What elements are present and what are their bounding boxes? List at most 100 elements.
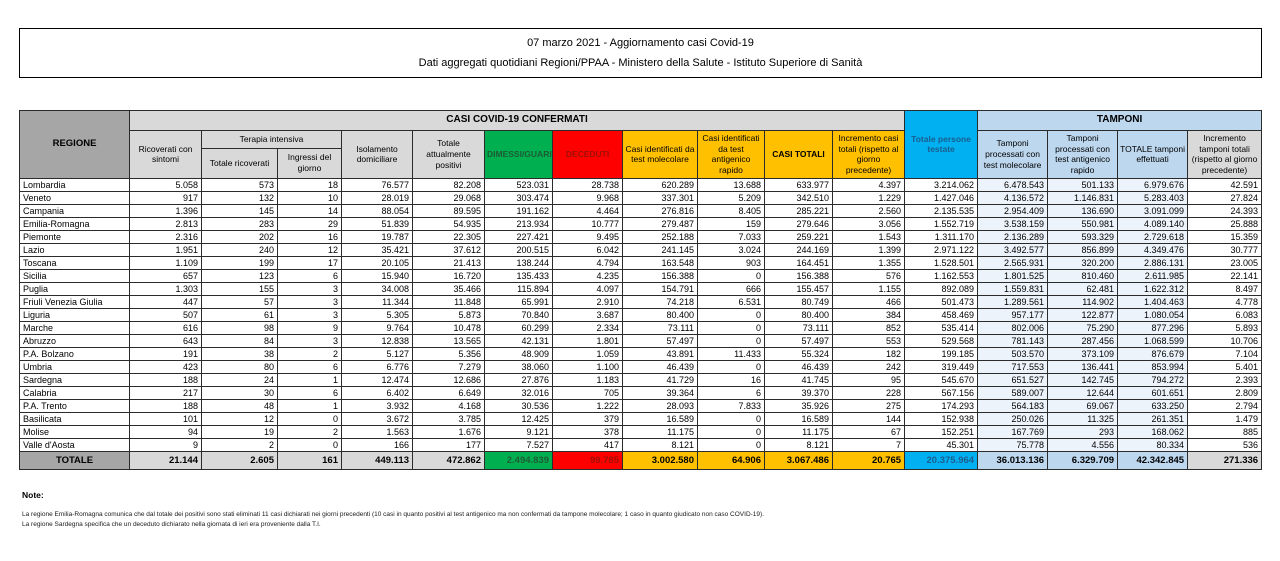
table-row: Friuli Venezia Giulia 447 57 3 11.344 11.848 6… (19, 294, 1263, 309)
cell-ricoverati_con_sintomi: 507 (129, 307, 202, 322)
cell-dimessi_guariti: 9.121 (484, 424, 553, 439)
cell-totale_attualmente_positivi: 54.935 (412, 216, 485, 231)
cell-terapia_ingressi_del_giorno: 3 (277, 294, 342, 309)
cell-ricoverati_con_sintomi: 21.144 (129, 450, 202, 470)
cell-incremento_casi_totali: 242 (831, 359, 906, 374)
cell-casi_totali: 55.324 (764, 346, 833, 361)
cell-dimessi_guariti: 200.515 (484, 242, 553, 257)
cell-casi_test_molecolare: 39.364 (622, 385, 698, 400)
cell-terapia_totale_ricoverati: 123 (201, 268, 278, 283)
cell-totale_tamponi: 633.250 (1117, 398, 1189, 413)
cell-tamponi_test_molecolare: 3.492.577 (977, 242, 1049, 257)
cell-casi_totali: 156.388 (764, 268, 833, 283)
cell-casi_test_molecolare: 16.589 (622, 411, 698, 426)
cell-terapia_ingressi_del_giorno: 2 (277, 424, 342, 439)
cell-terapia_totale_ricoverati: 12 (201, 411, 278, 426)
cell-dimessi_guariti: 70.840 (484, 307, 553, 322)
cell-incremento_casi_totali: 1.543 (831, 229, 906, 244)
region-name: Abruzzo (19, 333, 130, 348)
cell-tamponi_test_molecolare: 503.570 (977, 346, 1049, 361)
cell-terapia_totale_ricoverati: 202 (201, 229, 278, 244)
header-persone-testate: Totale persone testate (904, 110, 979, 179)
cell-casi_test_molecolare: 241.145 (622, 242, 698, 257)
cell-tamponi_test_antigenico: 136.690 (1047, 203, 1119, 218)
header-tamponi-totale: TOTALE tamponi effettuati (1117, 130, 1189, 179)
cell-casi_test_molecolare: 46.439 (622, 359, 698, 374)
cell-incremento_tamponi: 22.141 (1187, 268, 1263, 283)
cell-incremento_casi_totali: 20.765 (831, 450, 906, 470)
cell-casi_test_molecolare: 41.729 (622, 372, 698, 387)
cell-isolamento_domiciliare: 51.839 (341, 216, 413, 231)
cell-tamponi_test_antigenico: 4.556 (1047, 437, 1119, 452)
cell-casi_test_antigenico: 0 (697, 424, 765, 439)
report-title-box: 07 marzo 2021 - Aggiornamento casi Covid… (19, 28, 1262, 78)
cell-totale_persone_testate: 20.375.964 (904, 450, 979, 470)
cell-casi_totali: 342.510 (764, 190, 833, 205)
cell-incremento_casi_totali: 2.560 (831, 203, 906, 218)
cell-casi_totali: 57.497 (764, 333, 833, 348)
cell-isolamento_domiciliare: 12.838 (341, 333, 413, 348)
cell-dimessi_guariti: 138.244 (484, 255, 553, 270)
cell-incremento_tamponi: 10.706 (1187, 333, 1263, 348)
cell-casi_test_molecolare: 28.093 (622, 398, 698, 413)
region-name: P.A. Trento (19, 398, 130, 413)
cell-totale_tamponi: 1.622.312 (1117, 281, 1189, 296)
region-name: Molise (19, 424, 130, 439)
cell-casi_totali: 259.221 (764, 229, 833, 244)
table-row: Lombardia 5.058 573 18 76.577 82.208 523.031 28… (19, 177, 1263, 192)
cell-tamponi_test_molecolare: 2.954.409 (977, 203, 1049, 218)
cell-totale_tamponi: 3.091.099 (1117, 203, 1189, 218)
cell-tamponi_test_antigenico: 320.200 (1047, 255, 1119, 270)
table-row: Marche 616 98 9 9.764 10.478 60.299 2.334 73.111… (19, 320, 1263, 335)
table-row: P.A. Bolzano 191 38 2 5.127 5.356 48.909 1.059 4… (19, 346, 1263, 361)
cell-tamponi_test_antigenico: 501.133 (1047, 177, 1119, 192)
header-terapia-intensiva: Terapia intensiva (201, 130, 342, 149)
cell-tamponi_test_molecolare: 802.006 (977, 320, 1049, 335)
table-header: REGIONE CASI COVID-19 CONFERMATI Totale … (19, 110, 1263, 179)
region-name: Liguria (19, 307, 130, 322)
header-isolamento: Isolamento domiciliare (341, 130, 413, 179)
cell-tamponi_test_antigenico: 11.325 (1047, 411, 1119, 426)
cell-tamponi_test_antigenico: 293 (1047, 424, 1119, 439)
region-name: Piemonte (19, 229, 130, 244)
table-row: Valle d'Aosta 9 2 0 166 177 7.527 417 8.121 0 8.12… (19, 437, 1263, 452)
cell-tamponi_test_molecolare: 250.026 (977, 411, 1049, 426)
cell-tamponi_test_antigenico: 122.877 (1047, 307, 1119, 322)
header-tamponi-molecolare: Tamponi processati con test molecolare (977, 130, 1049, 179)
cell-incremento_tamponi: 271.336 (1187, 450, 1263, 470)
cell-tamponi_test_antigenico: 62.481 (1047, 281, 1119, 296)
table-row: Puglia 1.303 155 3 34.008 35.466 115.894 4.097 1… (19, 281, 1263, 296)
cell-isolamento_domiciliare: 9.764 (341, 320, 413, 335)
cell-casi_totali: 80.400 (764, 307, 833, 322)
cell-incremento_tamponi: 23.005 (1187, 255, 1263, 270)
table-body: Lombardia 5.058 573 18 76.577 82.208 523.031 28… (19, 177, 1263, 470)
cell-isolamento_domiciliare: 34.008 (341, 281, 413, 296)
cell-tamponi_test_antigenico: 69.067 (1047, 398, 1119, 413)
cell-incremento_tamponi: 536 (1187, 437, 1263, 452)
cell-incremento_tamponi: 2.809 (1187, 385, 1263, 400)
cell-tamponi_test_antigenico: 550.981 (1047, 216, 1119, 231)
cell-dimessi_guariti: 115.894 (484, 281, 553, 296)
cell-deceduti: 1.183 (552, 372, 623, 387)
cell-deceduti: 3.687 (552, 307, 623, 322)
cell-isolamento_domiciliare: 166 (341, 437, 413, 452)
cell-dimessi_guariti: 227.421 (484, 229, 553, 244)
covid-data-table: REGIONE CASI COVID-19 CONFERMATI Totale … (19, 110, 1263, 470)
cell-totale_tamponi: 601.651 (1117, 385, 1189, 400)
cell-totale_persone_testate: 501.473 (904, 294, 979, 309)
cell-incremento_tamponi: 4.778 (1187, 294, 1263, 309)
cell-totale_tamponi: 794.272 (1117, 372, 1189, 387)
cell-isolamento_domiciliare: 19.787 (341, 229, 413, 244)
cell-terapia_totale_ricoverati: 80 (201, 359, 278, 374)
cell-incremento_tamponi: 1.479 (1187, 411, 1263, 426)
cell-isolamento_domiciliare: 3.672 (341, 411, 413, 426)
cell-dimessi_guariti: 135.433 (484, 268, 553, 283)
cell-terapia_totale_ricoverati: 38 (201, 346, 278, 361)
cell-dimessi_guariti: 60.299 (484, 320, 553, 335)
cell-ricoverati_con_sintomi: 188 (129, 398, 202, 413)
cell-dimessi_guariti: 523.031 (484, 177, 553, 192)
cell-totale_attualmente_positivi: 6.649 (412, 385, 485, 400)
cell-terapia_ingressi_del_giorno: 0 (277, 411, 342, 426)
cell-terapia_totale_ricoverati: 84 (201, 333, 278, 348)
region-name: P.A. Bolzano (19, 346, 130, 361)
